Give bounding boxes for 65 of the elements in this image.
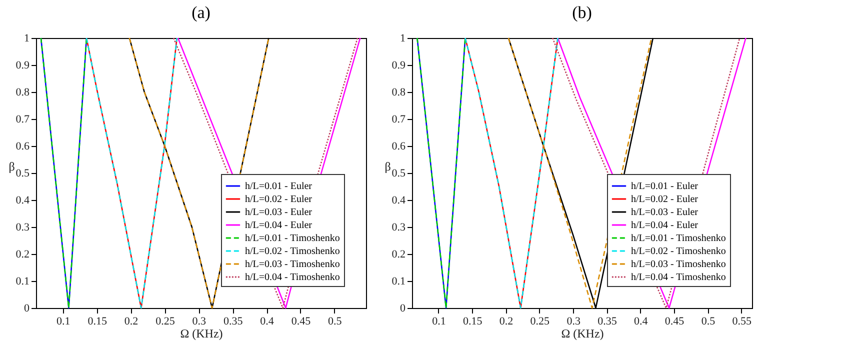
y-tick-label: 0.4 [16, 194, 30, 206]
legend-label: h/L=0.02 - Timoshenko [245, 246, 340, 257]
line-series [464, 37, 558, 309]
y-tick-label: 0.6 [16, 140, 30, 152]
legend-label: h/L=0.02 - Euler [631, 194, 699, 205]
y-tick-label: 0.1 [16, 276, 30, 288]
y-tick-label: 0.1 [392, 276, 406, 288]
legend-label: h/L=0.01 - Euler [631, 181, 699, 192]
x-tick-label: 0.35 [223, 316, 244, 328]
x-tick-label: 0.25 [156, 316, 176, 328]
legend-label: h/L=0.02 - Timoshenko [631, 246, 726, 257]
y-tick-label: 0 [24, 302, 30, 314]
legend-label: h/L=0.03 - Timoshenko [631, 259, 726, 270]
x-tick-label: 0.2 [124, 316, 138, 328]
x-tick-label: 0.45 [291, 316, 312, 328]
y-tick-label: 0.6 [392, 140, 406, 152]
x-tick-label: 0.1 [432, 316, 446, 328]
y-tick-label: 0.3 [392, 222, 406, 234]
y-tick-label: 0.2 [16, 248, 30, 260]
x-tick-label: 0.15 [462, 316, 483, 328]
x-tick-label: 0.5 [328, 316, 342, 328]
y-tick-label: 0.9 [16, 60, 30, 72]
x-axis-title: Ω (KHz) [180, 326, 223, 340]
x-axis-title: Ω (KHz) [561, 326, 604, 340]
y-axis-title: β [8, 160, 15, 174]
x-tick-label: 0.4 [634, 316, 648, 328]
y-tick-label: 0.5 [16, 168, 30, 180]
x-tick-label: 0.1 [56, 316, 70, 328]
line-series [86, 37, 178, 309]
legend-label: h/L=0.04 - Timoshenko [245, 272, 340, 283]
y-tick-label: 0.7 [16, 114, 30, 126]
y-tick-label: 0.7 [392, 114, 406, 126]
y-tick-label: 0.5 [392, 168, 406, 180]
legend-label: h/L=0.01 - Timoshenko [245, 233, 340, 244]
legend-label: h/L=0.04 - Timoshenko [631, 272, 726, 283]
y-tick-label: 1 [400, 32, 406, 44]
chart-title: (a) [192, 3, 210, 22]
legend-label: h/L=0.03 - Timoshenko [245, 259, 340, 270]
y-tick-label: 0.8 [16, 86, 30, 98]
legend-label: h/L=0.01 - Euler [245, 181, 313, 192]
x-tick-label: 0.25 [530, 316, 550, 328]
y-tick-label: 1 [24, 32, 30, 44]
x-tick-label: 0.5 [701, 316, 716, 328]
chart-title: (b) [572, 3, 592, 22]
y-tick-label: 0.2 [392, 248, 406, 260]
legend-label: h/L=0.04 - Euler [631, 220, 699, 231]
y-tick-label: 0 [400, 302, 406, 314]
y-tick-label: 0.4 [392, 194, 406, 206]
legend-label: h/L=0.03 - Euler [245, 207, 313, 218]
y-axis-title: β [384, 160, 391, 174]
y-tick-label: 0.8 [392, 86, 406, 98]
x-tick-label: 0.55 [732, 316, 752, 328]
y-tick-label: 0.9 [392, 60, 406, 72]
legend-label: h/L=0.03 - Euler [631, 207, 699, 218]
legend-label: h/L=0.02 - Euler [245, 194, 313, 205]
legend-label: h/L=0.01 - Timoshenko [631, 233, 726, 244]
x-tick-label: 0.45 [664, 316, 685, 328]
x-tick-label: 0.3 [566, 316, 581, 328]
y-tick-label: 0.3 [16, 222, 30, 234]
legend-label: h/L=0.04 - Euler [245, 220, 313, 231]
x-tick-label: 0.15 [88, 316, 108, 328]
x-tick-label: 0.35 [598, 316, 618, 328]
x-tick-label: 0.4 [260, 316, 274, 328]
x-tick-label: 0.2 [499, 316, 514, 328]
x-tick-label: 0.3 [192, 316, 207, 328]
